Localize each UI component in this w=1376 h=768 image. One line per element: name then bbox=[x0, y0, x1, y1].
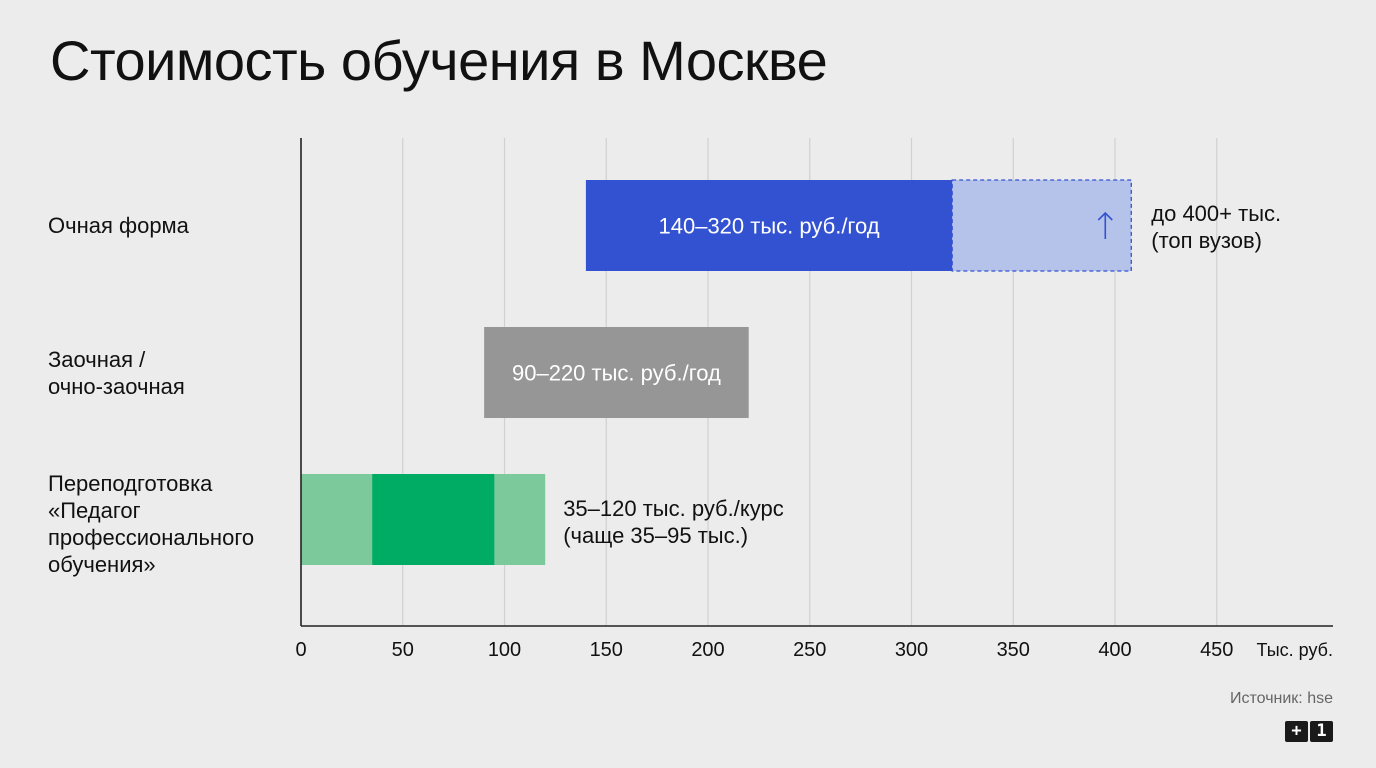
x-tick-label: 50 bbox=[392, 639, 414, 661]
brand-logo: + 1 bbox=[1285, 721, 1333, 742]
bar-fulltime bbox=[585, 180, 953, 271]
source-note: Источник: hse bbox=[1230, 690, 1333, 707]
x-tick-label: 150 bbox=[590, 639, 623, 661]
x-tick-label: 400 bbox=[1098, 639, 1131, 661]
bar-label-parttime: 90–220 тыс. руб./год bbox=[512, 361, 721, 386]
bar-extension-fulltime bbox=[951, 179, 1132, 272]
category-label-parttime: Заочная / очно-заочная bbox=[48, 347, 185, 399]
up-arrow-icon-head bbox=[1097, 211, 1113, 221]
note-fulltime-line1: до 400+ тыс. bbox=[1151, 201, 1281, 226]
x-axis-label: Тыс. руб. bbox=[1257, 640, 1333, 660]
x-tick-label: 300 bbox=[895, 639, 928, 661]
bar-parttime bbox=[484, 327, 749, 418]
x-tick-label: 450 bbox=[1200, 639, 1233, 661]
x-tick-label: 250 bbox=[793, 639, 826, 661]
bar-label-fulltime: 140–320 тыс. руб./год bbox=[659, 214, 880, 239]
bar-retraining-typical bbox=[372, 474, 495, 565]
x-tick-label: 100 bbox=[488, 639, 521, 661]
page-title: Стоимость обучения в Москве bbox=[50, 29, 828, 92]
x-tick-label: 0 bbox=[295, 639, 306, 661]
logo-one: 1 bbox=[1310, 721, 1333, 742]
logo-plus: + bbox=[1285, 721, 1308, 742]
note-retraining-line1: 35–120 тыс. руб./курс bbox=[563, 496, 784, 521]
note-retraining-line2: (чаще 35–95 тыс.) bbox=[563, 523, 748, 548]
category-label-fulltime: Очная форма bbox=[48, 213, 189, 238]
x-tick-label: 350 bbox=[997, 639, 1030, 661]
note-fulltime-line2: (топ вузов) bbox=[1151, 228, 1262, 253]
x-tick-label: 200 bbox=[691, 639, 724, 661]
category-label-retraining: Переподготовка «Педагог профессиональног… bbox=[48, 471, 255, 577]
